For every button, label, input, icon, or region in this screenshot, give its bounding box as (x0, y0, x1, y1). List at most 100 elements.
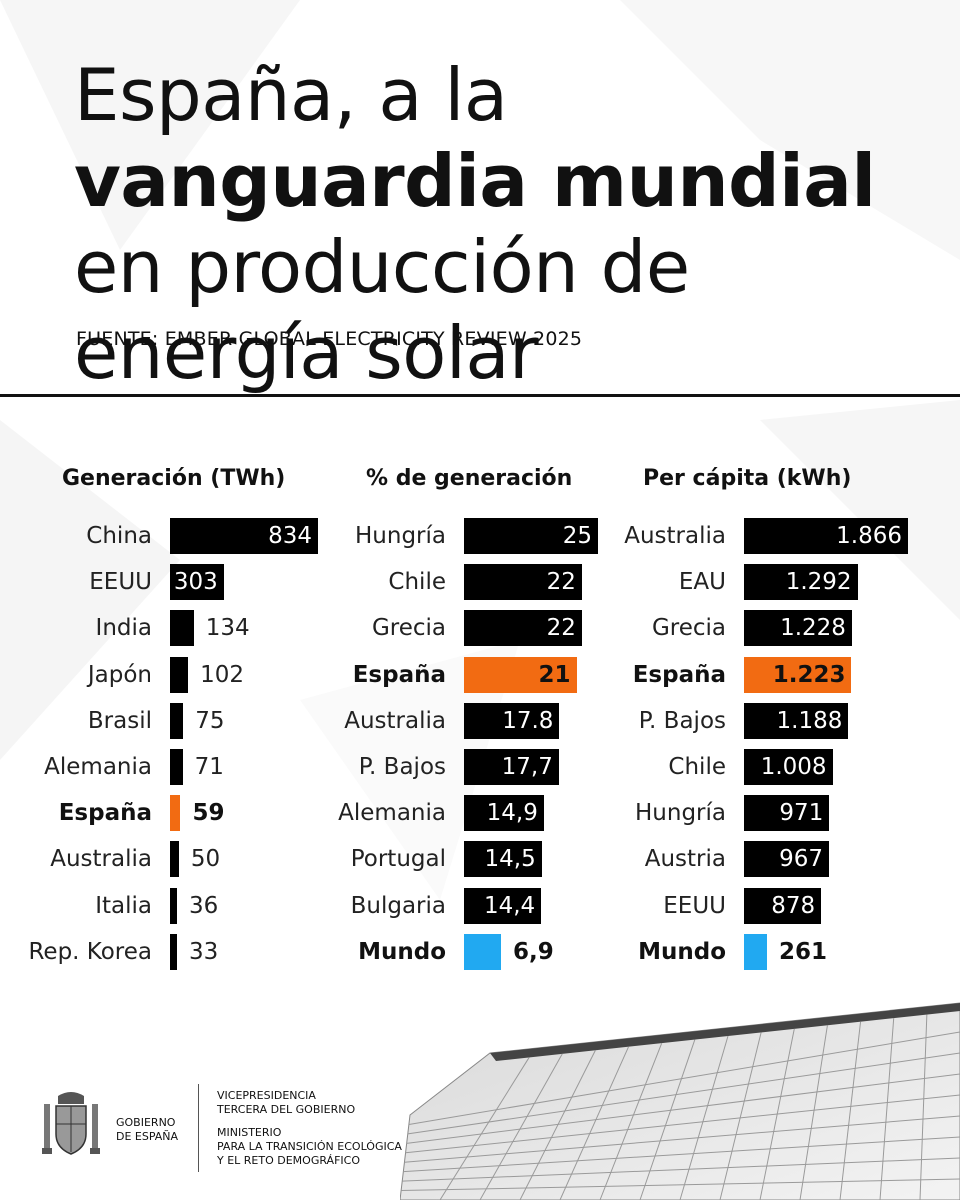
category-label: Hungría (355, 523, 446, 549)
category-label: Portugal (350, 846, 446, 873)
bar (464, 518, 598, 554)
value-label: 1.866 (836, 523, 902, 549)
title-part1: España, a la (74, 53, 508, 137)
bar (744, 702, 849, 739)
bar (744, 564, 858, 601)
bar (464, 702, 560, 739)
min-line3: Y EL RETO DEMOGRÁFICO (217, 1154, 360, 1167)
category-label: Brasil (87, 707, 152, 734)
chart-2-row: Hungría 25 (0, 518, 960, 554)
category-label: EEUU (89, 569, 152, 596)
chart-2-row: Mundo 6,9 (0, 933, 960, 970)
bar (170, 749, 183, 785)
bar (170, 795, 181, 832)
bar (744, 841, 829, 878)
category-label: Australia (344, 707, 446, 734)
bar (170, 933, 177, 970)
value-label: 33 (189, 938, 219, 965)
value-label: 1.292 (785, 569, 852, 596)
page-title: España, a la vanguardia mundial en produ… (74, 52, 934, 396)
category-label: Hungría (635, 800, 726, 827)
chart-3-row: Grecia 1.228 (0, 610, 960, 647)
coat-of-arms-icon (42, 1092, 100, 1155)
value-label: 25 (562, 523, 592, 549)
value-label: 1.188 (776, 707, 843, 734)
category-label: P. Bajos (638, 707, 726, 734)
chart-1-row: China 834 (0, 518, 960, 554)
bar (744, 749, 833, 785)
value-label: 1.008 (760, 754, 827, 780)
category-label: EAU (678, 569, 726, 596)
chart-1-row: Australia 50 (0, 841, 960, 878)
title-bold: vanguardia mundial (74, 139, 876, 223)
chart-1-row: España 59 (0, 795, 960, 832)
vice-label: VICEPRESIDENCIA TERCERA DEL GOBIERNO (217, 1089, 417, 1117)
category-label: Mundo (358, 938, 446, 965)
gov-label: GOBIERNO DE ESPAÑA (116, 1116, 178, 1144)
chart-2-row: Chile 22 (0, 564, 960, 601)
value-label: 71 (194, 754, 224, 780)
chart-2-row: Portugal 14,5 (0, 841, 960, 878)
chart-2-row: Grecia 22 (0, 610, 960, 647)
value-label: 134 (205, 615, 250, 642)
value-label: 59 (192, 800, 225, 827)
value-label: 878 (771, 892, 816, 919)
chart-3-row: España 1.223 (0, 656, 960, 693)
bar (744, 933, 767, 970)
footer-separator (198, 1084, 199, 1172)
value-label: 21 (538, 661, 571, 688)
category-label: Grecia (651, 615, 726, 642)
category-label: Italia (95, 892, 152, 919)
chart-1-row: India 134 (0, 610, 960, 647)
category-label: Mundo (638, 938, 726, 965)
gov-line1: GOBIERNO (116, 1116, 176, 1129)
value-label: 102 (200, 661, 244, 688)
chart-1-row: EEUU 303 (0, 564, 960, 601)
chart-1-title: Generación (TWh) (62, 466, 286, 491)
value-label: 14,9 (486, 800, 538, 827)
chart-3-title: Per cápita (kWh) (643, 466, 852, 491)
value-label: 17.8 (502, 707, 554, 734)
value-label: 14,5 (484, 846, 536, 873)
category-label: Australia (624, 523, 726, 549)
chart-2-row: Bulgaria 14,4 (0, 887, 960, 924)
value-label: 6,9 (512, 938, 554, 965)
category-label: Alemania (44, 754, 152, 780)
value-label: 36 (189, 892, 219, 919)
chart-2-row: España 21 (0, 656, 960, 693)
title-part2: en producción de energía solar (74, 225, 690, 395)
category-label: Chile (388, 569, 446, 596)
category-label: India (95, 615, 152, 642)
chart-1-row: Italia 36 (0, 887, 960, 924)
chart-1-row: Alemania 71 (0, 749, 960, 785)
category-label: Rep. Korea (28, 938, 152, 965)
bar (170, 518, 318, 554)
category-label: España (58, 800, 152, 827)
bar (464, 610, 582, 647)
chart-2-row: P. Bajos 17,7 (0, 749, 960, 785)
value-label: 14,4 (483, 892, 536, 919)
value-label: 22 (546, 615, 576, 642)
category-label: España (352, 661, 446, 688)
bar (170, 564, 224, 601)
bar (464, 933, 501, 970)
bar (464, 887, 542, 924)
value-label: 303 (173, 569, 218, 596)
bar (744, 795, 830, 832)
chart-3-row: Australia 1.866 (0, 518, 960, 554)
bar (744, 887, 822, 924)
value-label: 1.223 (772, 661, 846, 688)
chart-1-row: Rep. Korea 33 (0, 933, 960, 970)
category-label: Alemania (338, 800, 446, 827)
bar (170, 610, 194, 647)
bar (170, 887, 177, 924)
chart-3-row: Chile 1.008 (0, 749, 960, 785)
vice-line1: VICEPRESIDENCIA (217, 1089, 316, 1102)
chart-3-row: P. Bajos 1.188 (0, 702, 960, 739)
category-label: Chile (668, 754, 726, 780)
chart-3-row: EAU 1.292 (0, 564, 960, 601)
chart-2-row: Australia 17.8 (0, 702, 960, 739)
chart-3-row: Mundo 261 (0, 933, 960, 970)
bar (464, 749, 559, 785)
chart-3-row: Austria 967 (0, 841, 960, 878)
